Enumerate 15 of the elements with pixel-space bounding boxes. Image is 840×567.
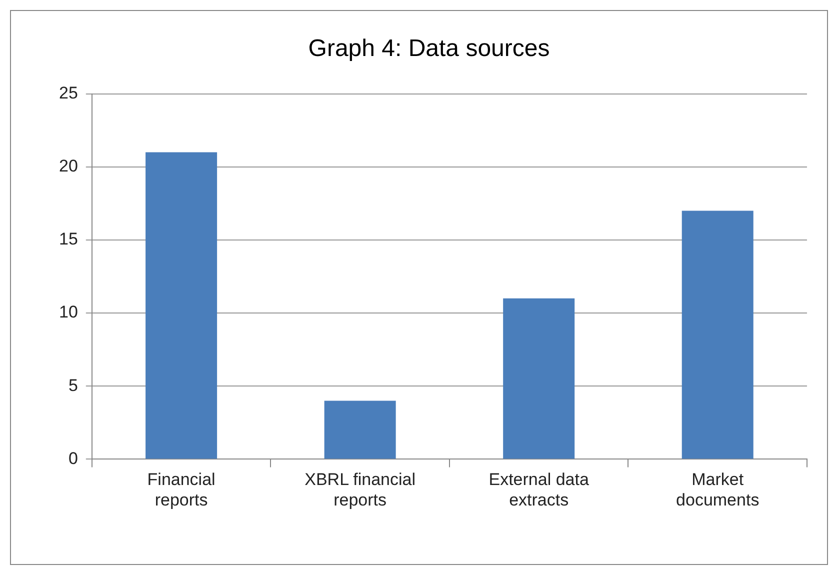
y-tick-label: 15 xyxy=(58,230,78,249)
y-tick-label: 0 xyxy=(68,448,78,468)
x-tick-label: Market documents xyxy=(676,470,760,510)
bar xyxy=(146,152,218,459)
x-tick-label: XBRL financial reports xyxy=(304,470,416,510)
x-tick-label: Financial reports xyxy=(147,470,216,510)
y-tick-label: 20 xyxy=(58,156,78,176)
x-tick-label: External data extracts xyxy=(488,470,590,510)
chart-title: Graph 4: Data sources xyxy=(308,35,550,62)
y-tick-label: 25 xyxy=(58,83,78,102)
bar xyxy=(503,298,575,459)
bar xyxy=(682,210,754,459)
bar xyxy=(324,400,396,459)
y-tick-label: 10 xyxy=(58,302,78,322)
y-tick-label: 5 xyxy=(68,376,78,395)
